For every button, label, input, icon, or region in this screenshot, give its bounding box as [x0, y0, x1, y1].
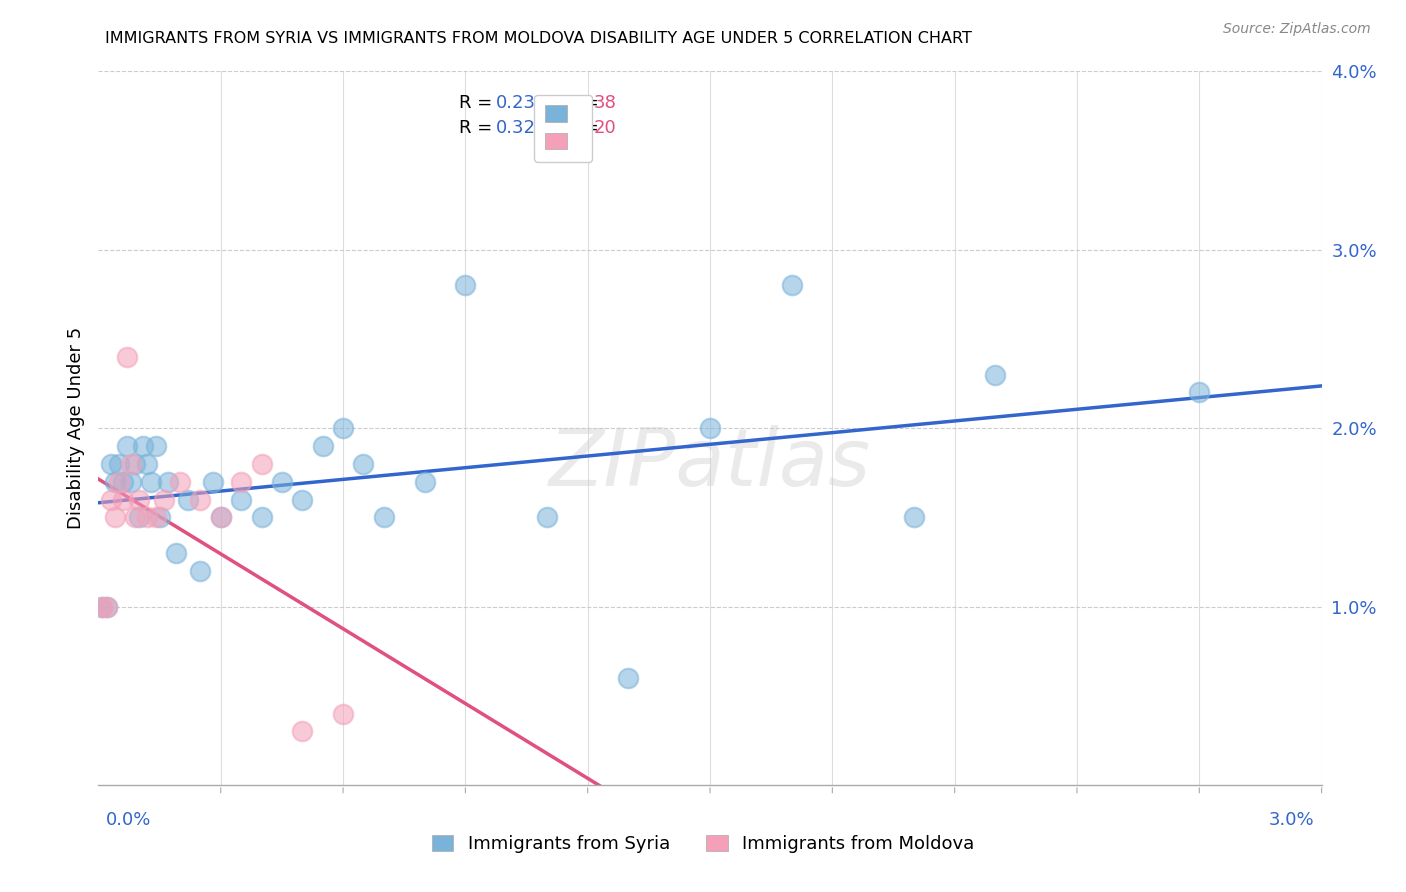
Point	[209, 510, 232, 524]
Point	[104, 510, 127, 524]
Point	[145, 439, 167, 453]
Point	[96, 599, 118, 614]
Point	[128, 492, 150, 507]
Point	[169, 475, 191, 489]
Point	[120, 457, 142, 471]
Text: N =: N =	[554, 95, 605, 112]
Point	[111, 475, 134, 489]
Legend: Immigrants from Syria, Immigrants from Moldova: Immigrants from Syria, Immigrants from M…	[425, 828, 981, 861]
Text: R =: R =	[460, 95, 503, 112]
Point	[250, 510, 273, 524]
Point	[903, 510, 925, 524]
Point	[188, 492, 211, 507]
Point	[291, 492, 314, 507]
Point	[111, 492, 134, 507]
Text: 20: 20	[593, 120, 617, 137]
Point	[152, 492, 174, 507]
Point	[108, 457, 131, 471]
Point	[136, 510, 159, 524]
Text: 0.236: 0.236	[496, 95, 547, 112]
Point	[91, 599, 114, 614]
Legend: , : ,	[534, 95, 592, 161]
Point	[128, 510, 150, 524]
Point	[100, 492, 122, 507]
Point	[132, 439, 155, 453]
Point	[454, 278, 477, 293]
Point	[780, 278, 803, 293]
Point	[177, 492, 200, 507]
Point	[332, 421, 354, 435]
Text: N =: N =	[554, 120, 605, 137]
Point	[124, 457, 146, 471]
Point	[115, 350, 138, 364]
Point	[209, 510, 232, 524]
Point	[617, 671, 640, 685]
Text: ZIPatlas: ZIPatlas	[548, 425, 872, 503]
Point	[188, 564, 211, 578]
Point	[104, 475, 127, 489]
Text: 0.0%: 0.0%	[105, 811, 150, 829]
Point	[120, 475, 142, 489]
Point	[115, 439, 138, 453]
Point	[311, 439, 335, 453]
Point	[413, 475, 436, 489]
Point	[291, 724, 314, 739]
Point	[91, 599, 114, 614]
Point	[373, 510, 395, 524]
Point	[536, 510, 558, 524]
Point	[124, 510, 146, 524]
Y-axis label: Disability Age Under 5: Disability Age Under 5	[66, 327, 84, 529]
Point	[1188, 385, 1211, 400]
Text: IMMIGRANTS FROM SYRIA VS IMMIGRANTS FROM MOLDOVA DISABILITY AGE UNDER 5 CORRELAT: IMMIGRANTS FROM SYRIA VS IMMIGRANTS FROM…	[105, 31, 973, 46]
Text: 3.0%: 3.0%	[1270, 811, 1315, 829]
Text: R =: R =	[460, 120, 503, 137]
Text: Source: ZipAtlas.com: Source: ZipAtlas.com	[1223, 22, 1371, 37]
Point	[141, 475, 163, 489]
Point	[165, 546, 187, 560]
Point	[984, 368, 1007, 382]
Point	[229, 492, 253, 507]
Point	[96, 599, 118, 614]
Point	[149, 510, 172, 524]
Point	[145, 510, 167, 524]
Text: 38: 38	[593, 95, 617, 112]
Point	[250, 457, 273, 471]
Point	[136, 457, 159, 471]
Point	[156, 475, 179, 489]
Point	[332, 706, 354, 721]
Point	[699, 421, 721, 435]
Point	[201, 475, 224, 489]
Text: 0.321: 0.321	[496, 120, 547, 137]
Point	[108, 475, 131, 489]
Point	[229, 475, 253, 489]
Point	[100, 457, 122, 471]
Point	[270, 475, 292, 489]
Point	[352, 457, 374, 471]
